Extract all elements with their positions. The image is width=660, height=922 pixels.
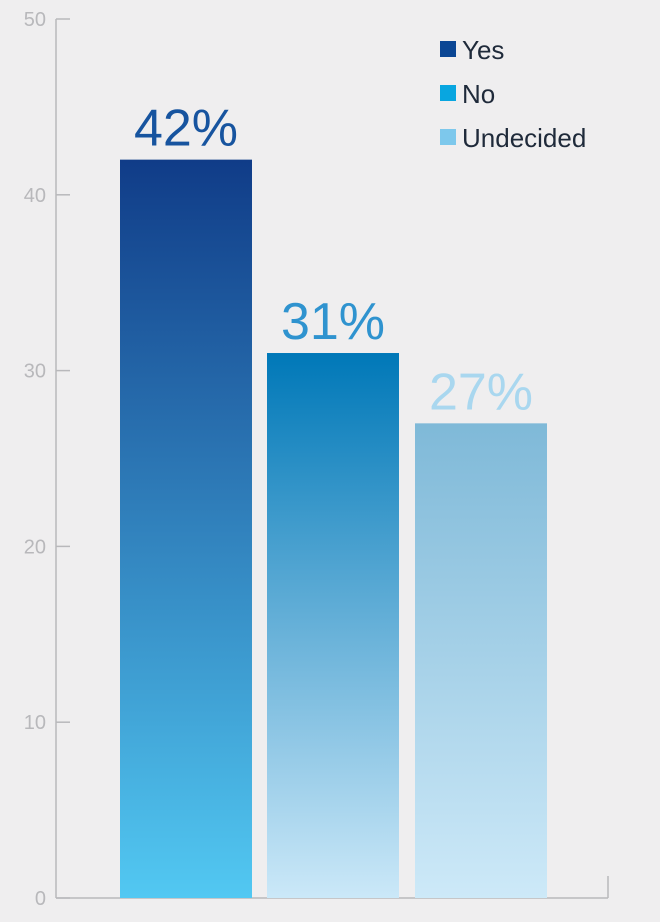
bar-no	[267, 353, 399, 898]
bars	[120, 159, 547, 898]
data-label-yes: 42%	[134, 100, 238, 158]
legend-label-no: No	[462, 79, 495, 109]
y-tick-label: 30	[24, 361, 46, 383]
data-labels: 42% 31% 27%	[134, 100, 533, 422]
legend-label-yes: Yes	[462, 35, 504, 65]
bar-undecided	[415, 423, 547, 898]
bar-yes	[120, 159, 252, 898]
legend: Yes No Undecided	[440, 35, 586, 153]
data-label-no: 31%	[281, 293, 385, 351]
data-label-undecided: 27%	[429, 363, 533, 421]
y-tick-label: 40	[24, 185, 46, 207]
y-tick-label: 10	[24, 712, 46, 734]
legend-swatch	[440, 85, 456, 101]
legend-swatch	[440, 41, 456, 57]
legend-label-undecided: Undecided	[462, 123, 586, 153]
y-tick-label: 0	[35, 888, 46, 910]
y-tick-label: 50	[24, 9, 46, 31]
legend-swatch	[440, 129, 456, 145]
y-tick-label: 20	[24, 536, 46, 558]
